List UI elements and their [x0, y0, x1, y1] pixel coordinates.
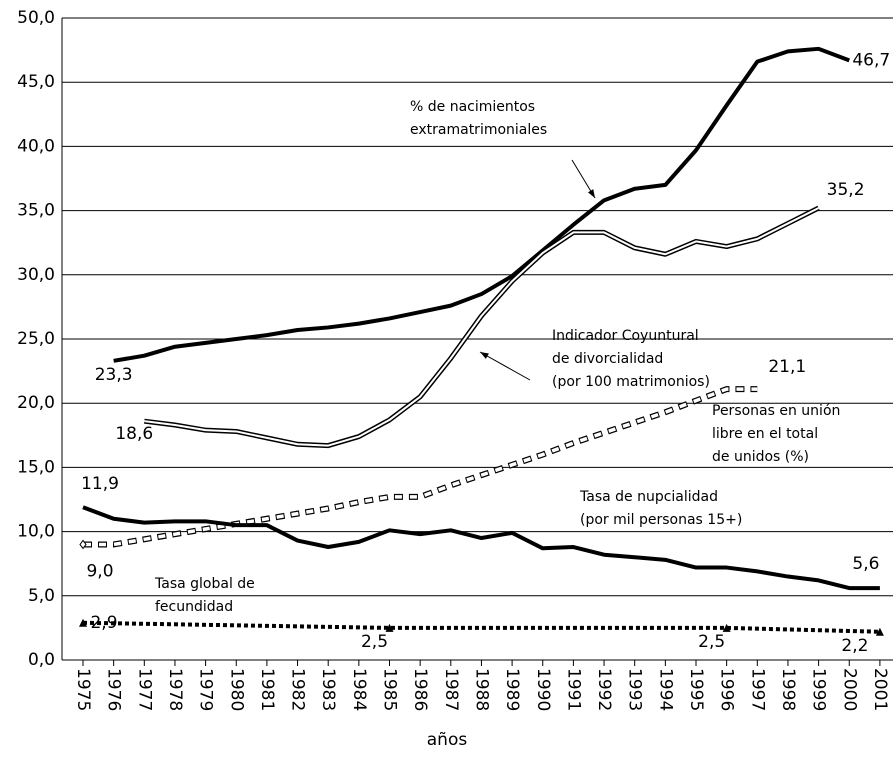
- x-tick-label: 1992: [594, 668, 614, 711]
- annotation: fecundidad: [155, 599, 233, 615]
- x-tick-label: 1995: [686, 668, 706, 711]
- x-tick-label: 2000: [839, 668, 859, 711]
- marker: [79, 539, 87, 550]
- annotation: Tasa de nupcialidad: [579, 489, 718, 505]
- x-axis-title: años: [427, 730, 468, 750]
- data-label: 2,2: [841, 636, 868, 656]
- y-tick-label: 10,0: [17, 522, 55, 542]
- y-tick-label: 5,0: [28, 586, 55, 606]
- data-label: 5,6: [852, 554, 879, 574]
- y-tick-label: 20,0: [17, 393, 55, 413]
- x-tick-label: 1996: [717, 668, 737, 711]
- arrow-head: [480, 352, 489, 359]
- marker: [875, 627, 884, 636]
- data-label: 11,9: [81, 474, 119, 494]
- x-tick-label: 1993: [625, 668, 645, 711]
- y-tick-label: 45,0: [17, 72, 55, 92]
- data-label: 21,1: [768, 357, 806, 377]
- x-tick-label: 1979: [196, 668, 216, 711]
- data-label: 2,5: [698, 632, 725, 652]
- data-label: 2,5: [361, 632, 388, 652]
- x-tick-label: 1985: [380, 668, 400, 711]
- x-tick-label: 1984: [349, 668, 369, 711]
- annotation: extramatrimoniales: [410, 122, 547, 138]
- data-label: 2,9: [90, 613, 117, 633]
- data-label: 9,0: [86, 561, 113, 581]
- data-label: 35,2: [827, 180, 865, 200]
- series-line: [82, 505, 880, 591]
- data-label: 46,7: [852, 50, 890, 70]
- y-tick-label: 35,0: [17, 201, 55, 221]
- x-tick-label: 1977: [134, 668, 154, 711]
- x-tick-label: 1986: [410, 668, 430, 711]
- annotation: libre en el total: [712, 426, 818, 442]
- x-tick-label: 1983: [318, 668, 338, 711]
- x-tick-label: 2001: [870, 668, 890, 711]
- x-tick-label: 1975: [73, 668, 93, 711]
- series-line: [113, 46, 850, 363]
- x-tick-label: 1988: [471, 668, 491, 711]
- y-tick-label: 25,0: [17, 329, 55, 349]
- annotation: de divorcialidad: [552, 351, 663, 367]
- x-tick-label: 1997: [747, 668, 767, 711]
- y-tick-label: 30,0: [17, 265, 55, 285]
- marker: [722, 623, 731, 632]
- x-tick-label: 1991: [563, 668, 583, 711]
- annotation: Tasa global de: [154, 576, 255, 592]
- y-tick-label: 50,0: [17, 8, 55, 28]
- data-label: 23,3: [95, 365, 133, 385]
- x-tick-label: 1998: [778, 668, 798, 711]
- annotation: (por 100 matrimonios): [552, 374, 710, 390]
- marker: [385, 623, 394, 632]
- y-tick-label: 0,0: [28, 650, 55, 670]
- annotation: % de nacimientos: [410, 99, 535, 115]
- y-tick-label: 40,0: [17, 136, 55, 156]
- x-tick-label: 1981: [257, 668, 277, 711]
- arrow-head: [587, 189, 595, 198]
- annotation: de unidos (%): [712, 449, 809, 465]
- arrow: [479, 351, 531, 381]
- x-tick-label: 1982: [288, 668, 308, 711]
- series-line: [82, 620, 880, 634]
- annotation: (por mil personas 15+): [580, 512, 742, 528]
- x-tick-label: 1978: [165, 668, 185, 711]
- series-line: [144, 207, 820, 447]
- x-tick-label: 1999: [809, 668, 829, 711]
- annotation: Indicador Coyuntural: [552, 328, 699, 344]
- x-tick-label: 1987: [441, 668, 461, 711]
- x-tick-label: 1976: [104, 668, 124, 711]
- data-label: 18,6: [115, 424, 153, 444]
- y-tick-label: 15,0: [17, 457, 55, 477]
- x-tick-label: 1989: [502, 668, 522, 711]
- annotation: Personas en unión: [712, 403, 840, 419]
- marker: [79, 618, 87, 627]
- x-tick-label: 1980: [226, 668, 246, 711]
- x-tick-label: 1990: [533, 668, 553, 711]
- series-line: [83, 386, 758, 548]
- x-tick-label: 1994: [655, 668, 675, 711]
